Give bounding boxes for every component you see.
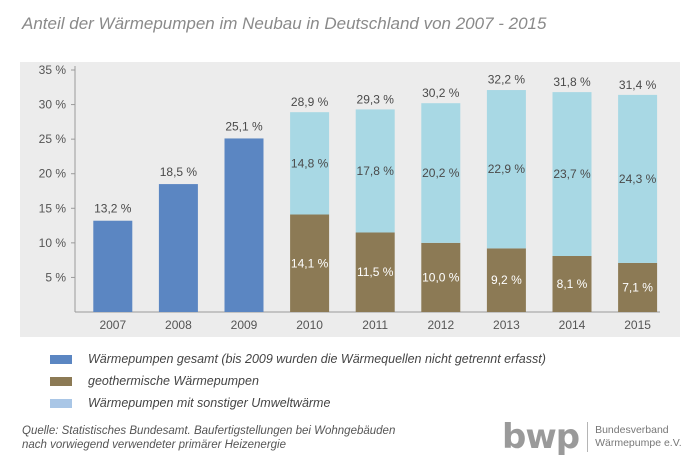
logo-text: Bundesverband Wärmepumpe e.V. (595, 424, 682, 450)
bar-segment (552, 255, 592, 312)
bar-value-label: 10,0 % (422, 270, 460, 284)
x-tick-label: 2009 (231, 318, 258, 332)
bar-value-label: 20,2 % (422, 166, 460, 180)
bar-segment (355, 232, 395, 312)
bar-segment (486, 248, 526, 312)
legend-item-umwelt: Wärmepumpen mit sonstiger Umweltwärme (50, 392, 546, 414)
y-tick-label: 5 % (45, 270, 66, 284)
source-line-1: Quelle: Statistisches Bundesamt. Baufert… (22, 425, 396, 437)
legend-swatch-gesamt (50, 354, 72, 364)
bar-value-label: 23,7 % (553, 167, 591, 181)
bar-value-label: 25,1 % (225, 119, 263, 133)
bar-value-label: 14,8 % (291, 156, 329, 170)
y-tick-label: 35 % (39, 63, 67, 77)
bar-segment (421, 242, 461, 312)
bwp-logo: bwp Bundesverband Wärmepumpe e.V. (502, 420, 682, 454)
bar-value-label: 24,3 % (619, 172, 657, 186)
bar-value-label: 8,1 % (557, 277, 588, 291)
legend-item-geothermisch: geothermische Wärmepumpen (50, 370, 546, 392)
bar-total-label: 29,3 % (357, 92, 395, 106)
y-tick-label: 15 % (39, 201, 67, 215)
bar-total-label: 31,4 % (619, 78, 657, 92)
bar-value-label: 13,2 % (94, 202, 132, 216)
bar-segment (552, 92, 592, 256)
logo-text-line-2: Wärmepumpe e.V. (595, 437, 682, 449)
legend-label-umwelt: Wärmepumpen mit sonstiger Umweltwärme (88, 396, 331, 410)
legend-label-gesamt: Wärmepumpen gesamt (bis 2009 wurden die … (88, 352, 546, 366)
x-tick-label: 2011 (362, 318, 388, 332)
logo-text-line-1: Bundesverband (595, 424, 669, 436)
legend: Wärmepumpen gesamt (bis 2009 wurden die … (50, 348, 546, 414)
x-tick-label: 2007 (99, 318, 126, 332)
legend-item-gesamt: Wärmepumpen gesamt (bis 2009 wurden die … (50, 348, 546, 370)
chart-title: Anteil der Wärmepumpen im Neubau in Deut… (22, 14, 547, 33)
bar-total-label: 28,9 % (291, 95, 329, 109)
source-note: Quelle: Statistisches Bundesamt. Baufert… (22, 424, 395, 452)
bar-segment (421, 103, 461, 243)
bar-total-label: 30,2 % (422, 86, 460, 100)
source-line-2: nach vorwiegend verwendeter primärer Hei… (22, 439, 286, 451)
bar-segment (355, 109, 395, 233)
x-tick-label: 2013 (493, 318, 520, 332)
bar-segment (290, 112, 330, 215)
bar-value-label: 18,5 % (160, 165, 198, 179)
legend-swatch-geothermisch (50, 376, 72, 386)
bar-total-label: 32,2 % (488, 72, 526, 86)
legend-label-geothermisch: geothermische Wärmepumpen (88, 374, 259, 388)
bar-segment (486, 90, 526, 249)
x-tick-label: 2010 (296, 318, 323, 332)
bar-value-label: 9,2 % (491, 273, 522, 287)
bar-segment (93, 220, 133, 312)
y-tick-label: 30 % (39, 98, 67, 112)
bar-value-label: 17,8 % (357, 164, 395, 178)
bar-value-label: 22,9 % (488, 162, 526, 176)
bar-segment (290, 214, 330, 312)
bar-value-label: 11,5 % (357, 265, 394, 279)
bar-value-label: 7,1 % (622, 280, 653, 294)
x-tick-label: 2015 (624, 318, 651, 332)
logo-mark: bwp (502, 417, 580, 457)
x-tick-label: 2008 (165, 318, 192, 332)
y-tick-label: 10 % (39, 236, 67, 250)
x-tick-label: 2012 (427, 318, 454, 332)
bar-segment (618, 94, 658, 263)
bar-segment (158, 184, 198, 312)
bar-segment (618, 262, 658, 312)
y-tick-label: 20 % (39, 167, 67, 181)
logo-divider (587, 422, 589, 452)
bar-value-label: 14,1 % (291, 256, 329, 270)
x-tick-label: 2014 (559, 318, 586, 332)
bar-total-label: 31,8 % (553, 75, 591, 89)
bar-segment (224, 138, 264, 312)
legend-swatch-umwelt (50, 398, 72, 408)
y-tick-label: 25 % (39, 132, 67, 146)
